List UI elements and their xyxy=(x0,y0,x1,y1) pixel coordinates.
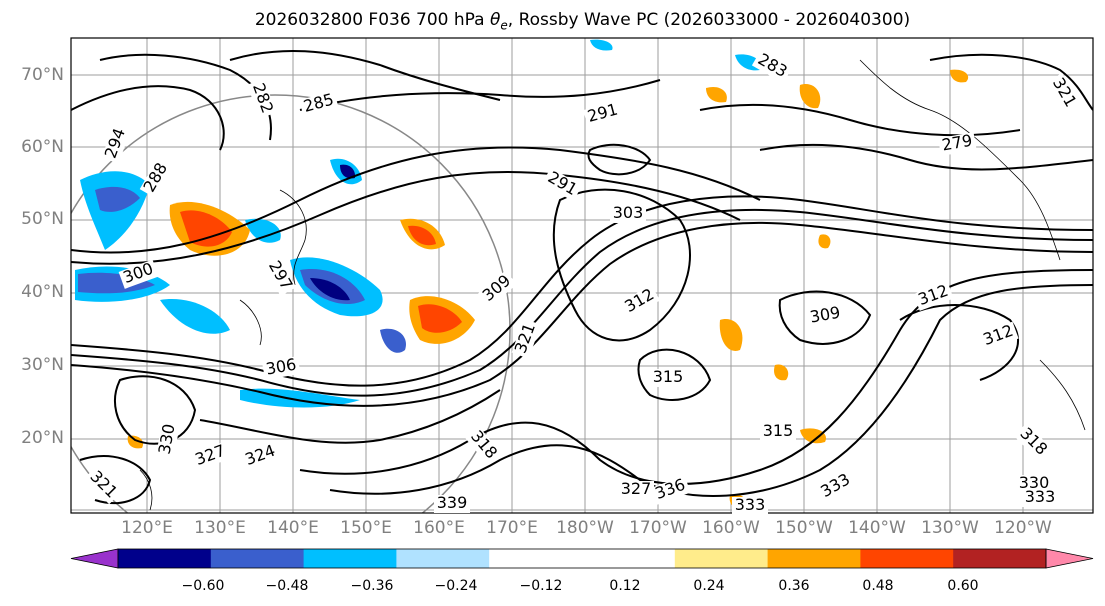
lon-label-140e: 140°E xyxy=(267,518,319,538)
contour-label-bg xyxy=(650,475,691,505)
contour-label-bg xyxy=(618,481,654,499)
contour-label: 315 xyxy=(763,421,794,440)
colorbar-tick-label: −0.24 xyxy=(434,578,478,594)
contour-label-bg xyxy=(156,420,181,459)
lon-label-160w: 160°W xyxy=(702,518,760,538)
contour-label-bg xyxy=(751,49,793,84)
contour-label-bg xyxy=(619,284,661,319)
contour-label-bg xyxy=(511,318,541,359)
theta-e-contours xyxy=(71,49,1093,505)
lon-label-130e: 130°E xyxy=(194,518,246,538)
colorbar-tick-label: −0.60 xyxy=(181,578,225,594)
coastlines xyxy=(139,59,1086,511)
lat-label-40n: 40°N xyxy=(21,282,64,302)
colorbar-extend-low xyxy=(70,548,119,569)
lon-label-120w: 120°W xyxy=(994,518,1052,538)
colorbar xyxy=(70,548,1094,569)
lon-label-180w: 180°W xyxy=(556,518,614,538)
contour-label-bg xyxy=(464,425,502,466)
contour-label-bg xyxy=(815,469,857,504)
colorbar-tick-label: −0.12 xyxy=(519,578,563,594)
lat-label-30n: 30°N xyxy=(21,355,64,375)
colorbar-tick-label: 0.36 xyxy=(778,578,810,594)
contour-label-bg xyxy=(1016,475,1052,493)
map-frame xyxy=(70,37,1094,514)
colorbar-tick-label: −0.36 xyxy=(350,578,394,594)
lon-label-160e: 160°E xyxy=(413,518,465,538)
colorbar-tick-label: 0.24 xyxy=(693,578,725,594)
colorbar-tick-label: 0.60 xyxy=(947,578,979,594)
contour-label-bg xyxy=(913,281,954,311)
colorbar-swatch xyxy=(860,549,954,568)
contour-label-bg xyxy=(240,441,281,471)
contour-label-bg xyxy=(978,321,1019,351)
contour-label-bg xyxy=(101,123,131,164)
colorbar-swatch xyxy=(582,549,676,568)
contour-label-bg xyxy=(1046,72,1081,114)
lon-label-130w: 130°W xyxy=(921,518,979,538)
contour-label-bg xyxy=(434,495,470,513)
contour-label: 333 xyxy=(1025,487,1056,506)
lon-label-150w: 150°W xyxy=(775,518,833,538)
contour-label-bg xyxy=(262,255,297,297)
contour-label: 315 xyxy=(653,367,684,386)
colorbar-extend-high xyxy=(1045,548,1094,569)
contour-label-bg xyxy=(247,78,277,119)
lon-label-150e: 150°E xyxy=(340,518,392,538)
contour-label-bg xyxy=(806,304,845,329)
contour-label-bg xyxy=(190,441,231,471)
lon-label-140w: 140°W xyxy=(848,518,906,538)
map-background xyxy=(71,38,1093,513)
contour-label-bg xyxy=(139,157,174,199)
contour-label-bg xyxy=(732,497,768,515)
colorbar-swatch xyxy=(396,549,490,568)
contour-label-bg xyxy=(610,205,646,223)
projection-circle xyxy=(71,94,511,513)
contour-label-bg xyxy=(938,132,977,157)
colorbar-swatch xyxy=(674,549,769,568)
contour-label-bg xyxy=(299,90,339,118)
contour-label-bg xyxy=(541,167,583,202)
colorbar-swatch xyxy=(210,549,305,568)
map-title: 2026032800 F036 700 hPa θe, Rossby Wave … xyxy=(254,10,911,33)
contour-label-bg xyxy=(760,423,796,441)
colorbar-tick-label: −0.48 xyxy=(265,578,309,594)
contour-label-bg xyxy=(83,466,122,505)
lon-label-120e: 120°E xyxy=(121,518,173,538)
contour-label: 330 xyxy=(1019,473,1050,492)
contour-label: 333 xyxy=(735,495,766,514)
contour-label-bg xyxy=(650,369,686,387)
lon-label-170w: 170°W xyxy=(629,518,687,538)
colorbar-swatch xyxy=(953,549,1047,568)
contour-label-bg xyxy=(1013,423,1052,462)
lat-label-20n: 20°N xyxy=(21,428,64,448)
contour-label: 303 xyxy=(613,203,644,222)
contour-label: 327 xyxy=(621,479,652,498)
contour-label: 339 xyxy=(437,493,468,512)
contour-label-bg xyxy=(1022,489,1058,507)
contour-label-bg xyxy=(477,270,518,308)
contour-label-bg xyxy=(262,356,301,381)
colorbar-swatch xyxy=(118,549,212,568)
colorbar-swatch xyxy=(767,549,861,568)
colorbar-tick-label: 0.48 xyxy=(862,578,894,594)
lat-label-50n: 50°N xyxy=(21,209,64,229)
colorbar-swatch xyxy=(303,549,397,568)
contour-label-bg xyxy=(118,259,159,289)
lon-label-170e: 170°E xyxy=(486,518,538,538)
colorbar-tick-label: 0.12 xyxy=(609,578,641,594)
lat-label-60n: 60°N xyxy=(21,137,64,157)
colorbar-swatch xyxy=(489,549,583,568)
lat-label-70n: 70°N xyxy=(21,65,64,85)
colorbar-frame xyxy=(117,548,1047,569)
